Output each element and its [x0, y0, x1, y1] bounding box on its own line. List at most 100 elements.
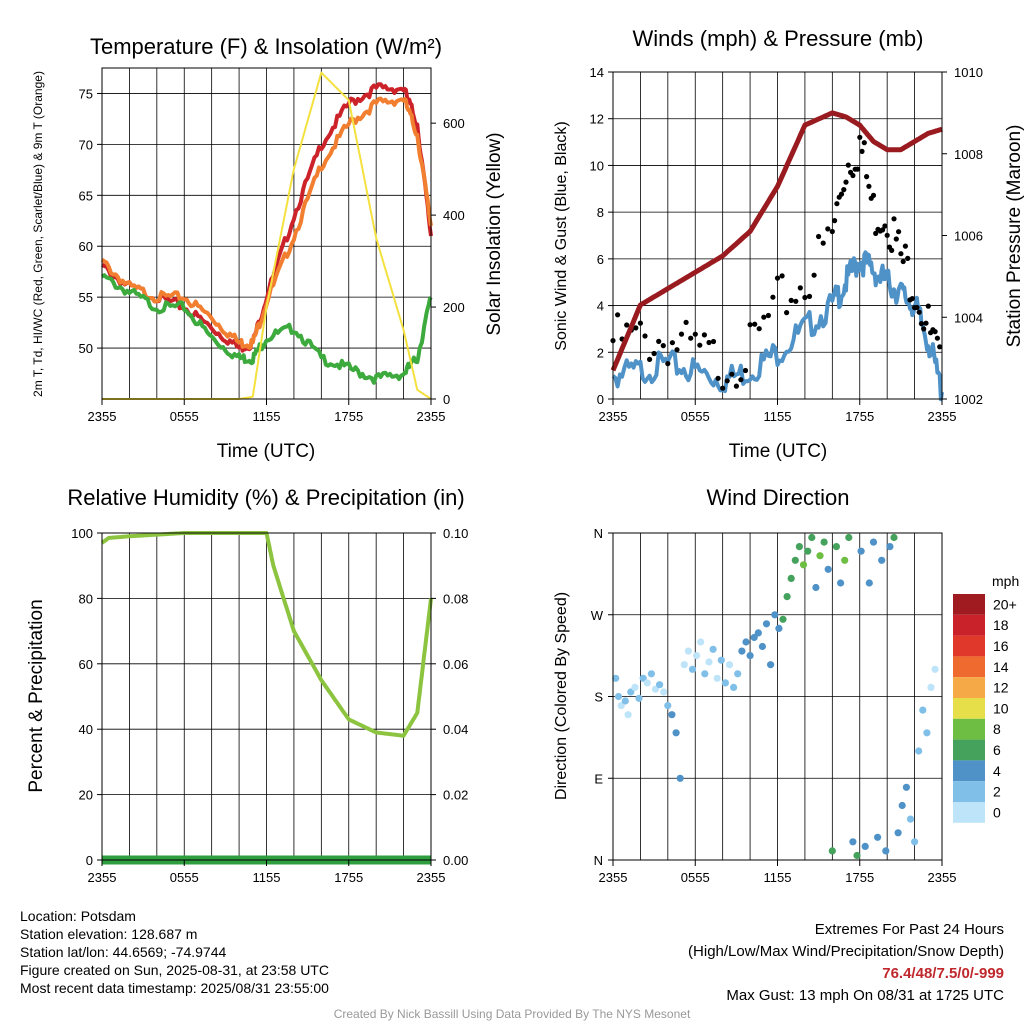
direction-point	[775, 624, 783, 633]
gust-point	[674, 347, 680, 353]
y-tick-label: 100	[71, 526, 93, 541]
y2-tick-label: 1010	[954, 65, 983, 80]
gust-point	[843, 179, 849, 185]
direction-point	[919, 706, 927, 714]
figure-created: Figure created on Sun, 2025-08-31, at 23…	[20, 962, 329, 978]
x-tick-label: 2355	[88, 409, 117, 424]
temperature-panel: Temperature (F) & Insolation (W/m²) 2355…	[31, 34, 505, 462]
x-tick-label: 2355	[88, 870, 117, 885]
direction-point	[791, 556, 799, 564]
y-tick-label: 50	[79, 341, 93, 356]
direction-point	[849, 838, 857, 846]
gust-point	[891, 216, 897, 222]
y-tick-label: 6	[597, 252, 604, 267]
direction-point	[738, 647, 746, 655]
legend-swatch	[953, 635, 985, 657]
gust-point	[697, 342, 703, 348]
gust-point	[857, 134, 863, 140]
gust-point	[647, 356, 653, 362]
direction-point	[758, 642, 767, 651]
speed-legend-title: mph	[992, 573, 1019, 589]
x-tick-label: 1155	[253, 870, 281, 885]
winds-right-axis-label: Station Pressure (Maroon)	[1004, 125, 1024, 348]
direction-point	[750, 633, 758, 642]
speed-color-legend: mph 20+ 18 16 14 12 10 8 6 4 2 0	[953, 573, 1019, 823]
y-tick-label: 14	[590, 65, 604, 80]
legend-swatch	[953, 677, 985, 698]
extremes-info: Extremes For Past 24 Hours (High/Low/Max…	[688, 919, 1004, 1007]
legend-swatch	[953, 739, 985, 761]
legend-swatch	[953, 614, 985, 636]
series-line-station-pressure	[610, 110, 944, 372]
direction-point	[808, 533, 816, 542]
direction-point	[894, 829, 902, 837]
direction-panel-title: Wind Direction	[706, 485, 849, 510]
direction-point	[624, 711, 632, 719]
legend-label: 8	[993, 721, 1001, 737]
x-tick-label: 2355	[599, 409, 628, 424]
direction-point	[664, 702, 672, 710]
gust-point	[706, 339, 712, 346]
gust-point	[811, 272, 817, 278]
gust-point	[784, 310, 790, 316]
gust-point	[752, 321, 758, 327]
direction-point	[705, 658, 713, 666]
gust-point	[866, 183, 872, 189]
legend-label: 0	[993, 804, 1001, 820]
legend-label: 16	[993, 638, 1009, 654]
y2-tick-label: 400	[443, 208, 465, 223]
humidity-left-axis-label: Percent & Precipitation	[26, 599, 47, 792]
station-info: Location: Potsdam Station elevation: 128…	[20, 907, 329, 997]
humidity-grid	[102, 532, 431, 861]
gust-point	[905, 255, 911, 261]
temperature-ticks: 2355 0555 1155 1755 2355 50 55 60 65 70 75 0 200 400 6…	[79, 86, 465, 424]
gust-point	[825, 226, 831, 232]
gust-point	[898, 251, 904, 257]
x-tick-label: 2355	[928, 409, 957, 424]
direction-point	[688, 665, 697, 673]
y2-tick-label: 0	[443, 392, 450, 407]
winds-left-axis-label: Sonic Wind & Gust (Blue, Black)	[553, 121, 570, 350]
gust-point	[779, 273, 785, 279]
gust-point	[870, 192, 877, 198]
direction-point	[828, 847, 836, 855]
direction-point	[742, 638, 750, 646]
gust-point	[633, 325, 639, 331]
gust-point	[724, 378, 730, 384]
x-tick-label: 0555	[170, 870, 199, 885]
direction-point	[927, 683, 935, 692]
direction-point	[614, 692, 623, 701]
winds-panel: Winds (mph) & Pressure (mb) 2355 0555 1155…	[553, 26, 1024, 462]
y-tick-label: 12	[590, 112, 604, 127]
winds-ticks: 2355 0555 1155 1755 2355 0 2 4 6 8 10 12 14 1002 1004 1…	[590, 65, 983, 424]
gust-point	[829, 228, 835, 235]
gust-point	[882, 223, 888, 229]
direction-point	[767, 661, 775, 669]
direction-point	[915, 747, 923, 755]
direction-point	[931, 665, 939, 673]
station-latlon: Station lat/lon: 44.6569; -74.9744	[20, 944, 227, 960]
x-tick-label: 0555	[170, 409, 199, 424]
direction-point	[762, 620, 771, 628]
direction-point	[923, 729, 931, 737]
gust-point	[845, 162, 851, 168]
gust-point	[864, 174, 870, 180]
direction-point	[676, 774, 684, 782]
gust-point	[873, 230, 879, 236]
x-tick-label: 2355	[928, 870, 957, 885]
gust-point	[665, 361, 671, 367]
gust-point	[793, 298, 799, 304]
gust-point	[688, 335, 694, 341]
extremes-fields: (High/Low/Max Wind/Precipitation/Snow De…	[688, 943, 1004, 960]
direction-point	[882, 847, 890, 855]
direction-panel: Wind Direction 2355 0555 1155 1755 2355 N E S W N…	[553, 485, 1019, 885]
direction-point	[874, 833, 882, 841]
gust-point	[838, 191, 845, 197]
direction-point	[754, 629, 762, 637]
humidity-ticks: 2355 0555 1155 1755 2355 0 20 40 60 80 100 0.00 0.02…	[71, 526, 468, 885]
direction-point	[804, 547, 812, 555]
y2-tick-label: 0.10	[443, 526, 468, 541]
direction-point	[832, 543, 841, 551]
x-tick-label: 2355	[417, 409, 446, 424]
gust-point	[733, 383, 740, 389]
